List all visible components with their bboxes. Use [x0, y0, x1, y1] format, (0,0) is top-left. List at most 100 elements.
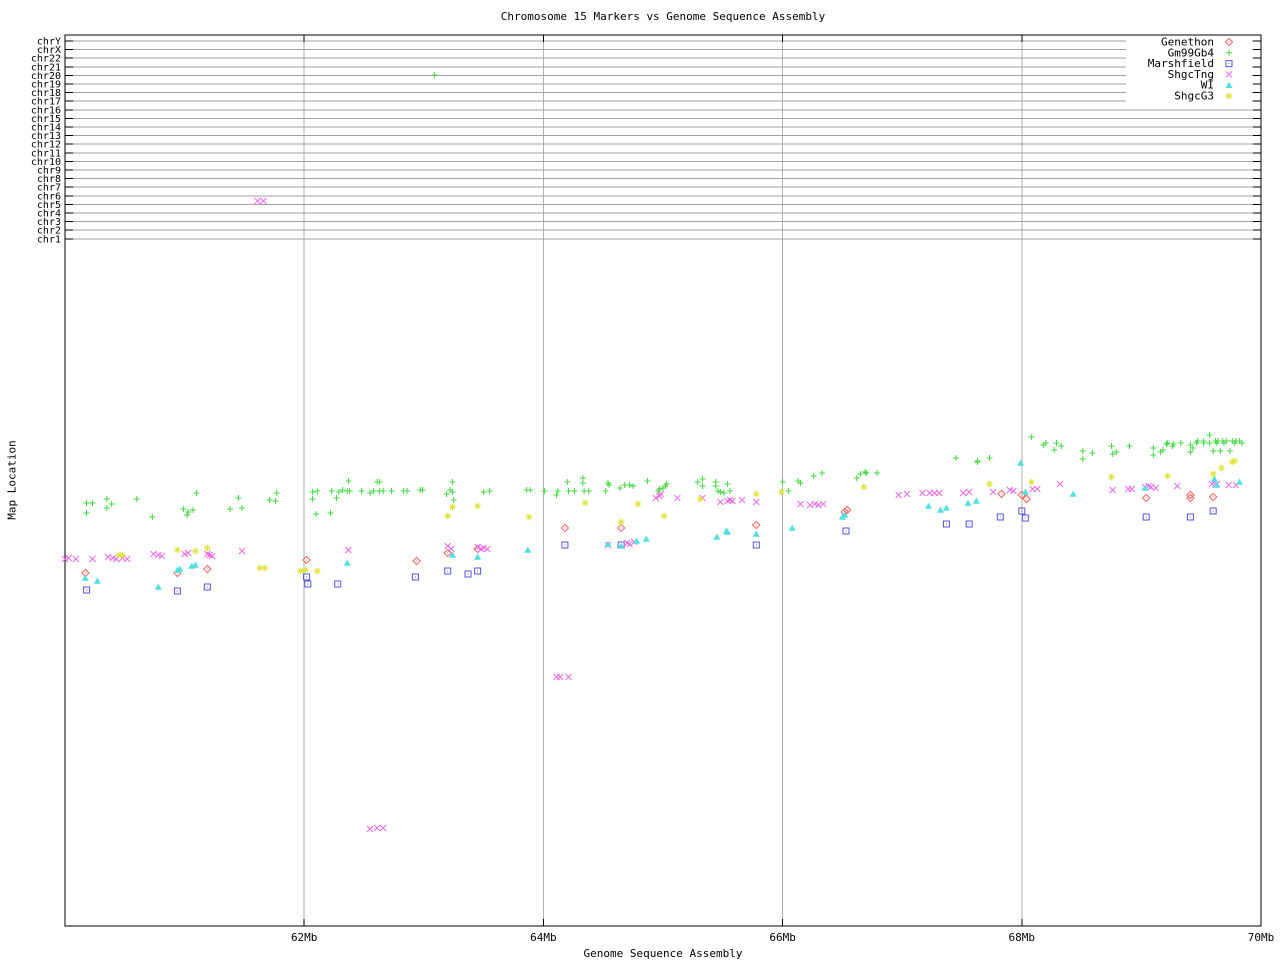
data-point: [585, 488, 592, 494]
data-point: [699, 476, 706, 482]
data-point: [696, 495, 704, 503]
x-tick-label: 70Mb: [1248, 931, 1275, 944]
data-point: [193, 490, 200, 496]
data-point: [1186, 493, 1195, 503]
data-point: [343, 559, 351, 566]
y-tick-label: chr15: [31, 114, 61, 125]
data-point: [1028, 434, 1035, 440]
data-point: [606, 482, 613, 488]
data-point: [656, 486, 663, 492]
data-point: [1109, 451, 1116, 457]
data-point: [154, 583, 162, 590]
data-point: [327, 510, 334, 516]
data-point: [936, 506, 944, 513]
series-wi: [81, 459, 1243, 590]
series-shgcg3: [115, 457, 1239, 575]
x-axis-label: Genome Sequence Assembly: [583, 947, 743, 960]
data-point: [738, 496, 746, 504]
data-point: [227, 506, 234, 512]
data-point: [553, 492, 560, 498]
data-point: [797, 500, 804, 508]
data-point: [450, 497, 457, 503]
data-point: [1217, 448, 1224, 454]
data-point: [1126, 443, 1133, 449]
data-point: [254, 197, 261, 205]
data-point: [404, 488, 411, 494]
data-point: [863, 470, 870, 476]
data-point: [411, 573, 419, 581]
data-point: [1053, 440, 1060, 446]
data-point: [626, 540, 633, 548]
data-point: [65, 554, 72, 562]
data-point: [119, 551, 126, 559]
data-point: [185, 509, 192, 515]
data-point: [527, 487, 534, 493]
data-point: [1223, 438, 1230, 444]
data-point: [235, 495, 242, 501]
data-point: [862, 469, 869, 475]
data-point: [184, 549, 192, 557]
data-point: [89, 500, 96, 506]
data-point: [1170, 441, 1177, 447]
data-point: [81, 574, 89, 581]
data-point: [1194, 438, 1201, 444]
data-point: [366, 490, 373, 496]
y-tick-label: chr7: [37, 183, 61, 194]
data-point: [335, 489, 342, 495]
data-point: [726, 496, 734, 504]
data-point: [1159, 447, 1166, 453]
data-point: [474, 567, 482, 575]
data-point: [272, 498, 279, 504]
data-point: [903, 490, 911, 498]
data-point: [449, 479, 456, 485]
data-point: [301, 566, 309, 574]
y-tick-label: chr12: [31, 140, 61, 151]
y-axis-label: Map Location: [5, 440, 19, 520]
data-point: [724, 481, 731, 487]
data-point: [972, 497, 980, 504]
data-point: [1027, 478, 1035, 486]
data-point: [474, 553, 482, 560]
data-point: [656, 492, 663, 500]
data-point: [1206, 440, 1213, 446]
data-point: [788, 524, 796, 531]
legend-marker-triangle-filled: [1225, 81, 1233, 88]
data-point: [449, 551, 457, 558]
data-point: [617, 542, 625, 549]
data-point: [1018, 507, 1026, 515]
data-point: [1209, 507, 1217, 515]
data-point: [986, 455, 993, 461]
data-point: [297, 567, 305, 575]
legend-label: WI: [1201, 79, 1214, 92]
data-point: [1208, 492, 1218, 502]
data-point: [314, 488, 321, 494]
chart-title: Chromosome 15 Markers vs Genome Sequence…: [500, 10, 826, 23]
data-point: [1209, 470, 1217, 478]
data-point: [860, 483, 868, 491]
data-point: [986, 480, 993, 488]
data-point: [556, 673, 564, 681]
data-point: [1152, 484, 1160, 492]
data-point: [623, 539, 631, 547]
data-point: [1051, 447, 1058, 453]
data-point: [729, 497, 736, 505]
data-point: [1042, 440, 1049, 446]
data-point: [239, 505, 246, 511]
data-point: [444, 512, 452, 520]
legend-marker-square-open-dot: [1225, 60, 1233, 68]
data-point: [565, 488, 572, 494]
data-point: [626, 482, 633, 488]
data-point: [1022, 494, 1031, 504]
data-point: [443, 548, 453, 558]
y-tick-label: chrY: [37, 37, 61, 48]
y-tick-label: chr22: [31, 54, 61, 65]
data-point: [133, 496, 140, 502]
data-point: [1189, 445, 1196, 451]
data-point: [778, 488, 785, 496]
y-tick-label: chr19: [31, 80, 61, 91]
data-point: [1210, 475, 1218, 482]
data-point: [266, 497, 273, 503]
data-point: [997, 489, 1006, 499]
data-point: [919, 489, 926, 497]
data-point: [189, 507, 196, 513]
